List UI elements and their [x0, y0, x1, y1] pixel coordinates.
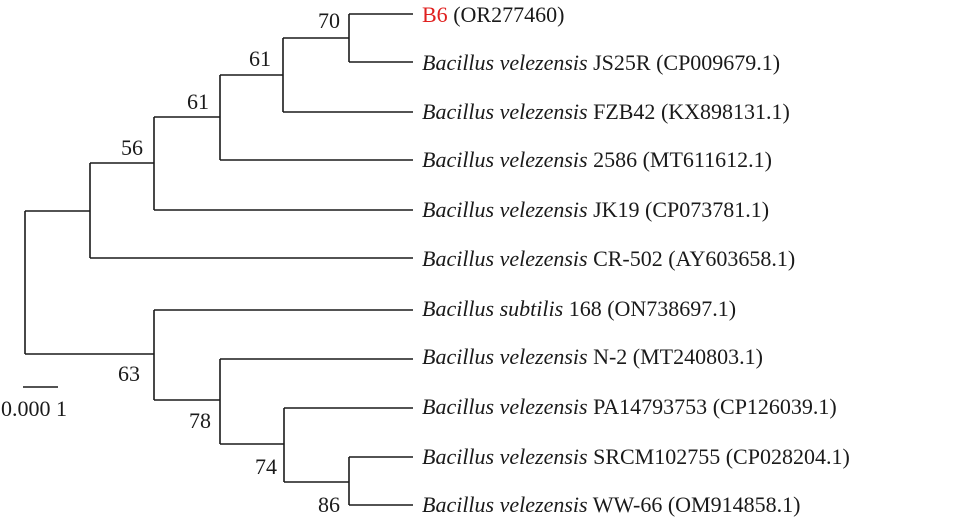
leaf-species: Bacillus velezensis — [422, 344, 588, 369]
leaf-species: Bacillus velezensis — [422, 147, 588, 172]
leaf-accession: (OR277460) — [453, 2, 565, 27]
branch-g — [154, 358, 413, 444]
leaf-label: Bacillus velezensis CR-502 (AY603658.1) — [422, 248, 795, 270]
branch-d — [220, 38, 413, 113]
leaf-strain: 168 — [568, 296, 602, 321]
branch-i — [284, 456, 413, 506]
leaf-strain: 2586 — [593, 147, 638, 172]
branch-a — [25, 163, 413, 259]
leaf-label: Bacillus velezensis N-2 (MT240803.1) — [422, 346, 763, 368]
leaf-accession: (CP126039.1) — [712, 394, 837, 419]
leaf-species: Bacillus subtilis — [422, 296, 564, 321]
leaf-label-b6: B6 (OR277460) — [422, 4, 564, 26]
leaf-accession: (MT240803.1) — [632, 344, 763, 369]
bootstrap-label: 70 — [318, 8, 340, 33]
leaf-label: Bacillus velezensis JS25R (CP009679.1) — [422, 52, 780, 74]
leaf-strain: SRCM102755 — [593, 444, 721, 469]
scale-bar-label: 0.000 1 — [1, 396, 67, 421]
leaf-strain: PA14793753 — [593, 394, 708, 419]
bootstrap-label: 74 — [255, 454, 277, 479]
leaf-species: Bacillus velezensis — [422, 50, 588, 75]
branch-e — [283, 13, 413, 63]
leaf-accession: (MT611612.1) — [642, 147, 772, 172]
bootstrap-label: 78 — [189, 408, 211, 433]
branch-f — [25, 309, 413, 400]
bootstrap-label: 86 — [318, 492, 340, 517]
leaf-accession: (CP009679.1) — [656, 50, 781, 75]
leaf-accession: (ON738697.1) — [607, 296, 737, 321]
leaf-label: Bacillus velezensis 2586 (MT611612.1) — [422, 149, 772, 171]
leaf-accession: (AY603658.1) — [668, 246, 796, 271]
branch-h — [220, 407, 413, 482]
leaf-accession: (OM914858.1) — [667, 492, 801, 517]
bootstrap-label: 61 — [249, 46, 271, 71]
leaf-accession: (KX898131.1) — [660, 99, 790, 124]
bootstrap-label: 56 — [121, 135, 143, 160]
leaf-species: Bacillus velezensis — [422, 394, 588, 419]
bootstrap-label: 63 — [118, 361, 140, 386]
leaf-label: Bacillus velezensis JK19 (CP073781.1) — [422, 199, 769, 221]
branch-b — [90, 117, 413, 211]
leaf-label: Bacillus velezensis PA14793753 (CP126039… — [422, 396, 837, 418]
bootstrap-label: 61 — [187, 89, 209, 114]
leaf-label: Bacillus velezensis FZB42 (KX898131.1) — [422, 101, 790, 123]
branch-c — [154, 75, 413, 161]
leaf-strain: B6 — [422, 2, 448, 27]
leaf-label: Bacillus subtilis 168 (ON738697.1) — [422, 298, 736, 320]
leaf-accession: (CP073781.1) — [645, 197, 770, 222]
leaf-label: Bacillus velezensis WW-66 (OM914858.1) — [422, 494, 800, 516]
leaf-strain: WW-66 — [592, 492, 663, 517]
leaf-strain: N-2 — [593, 344, 628, 369]
leaf-strain: JS25R — [593, 50, 651, 75]
leaf-accession: (CP028204.1) — [725, 444, 850, 469]
leaf-label: Bacillus velezensis SRCM102755 (CP028204… — [422, 446, 850, 468]
leaf-species: Bacillus velezensis — [422, 444, 588, 469]
leaf-strain: CR-502 — [593, 246, 663, 271]
leaf-species: Bacillus velezensis — [422, 197, 588, 222]
leaf-species: Bacillus velezensis — [422, 492, 588, 517]
leaf-species: Bacillus velezensis — [422, 99, 588, 124]
leaf-strain: JK19 — [593, 197, 640, 222]
leaf-species: Bacillus velezensis — [422, 246, 588, 271]
leaf-strain: FZB42 — [593, 99, 656, 124]
